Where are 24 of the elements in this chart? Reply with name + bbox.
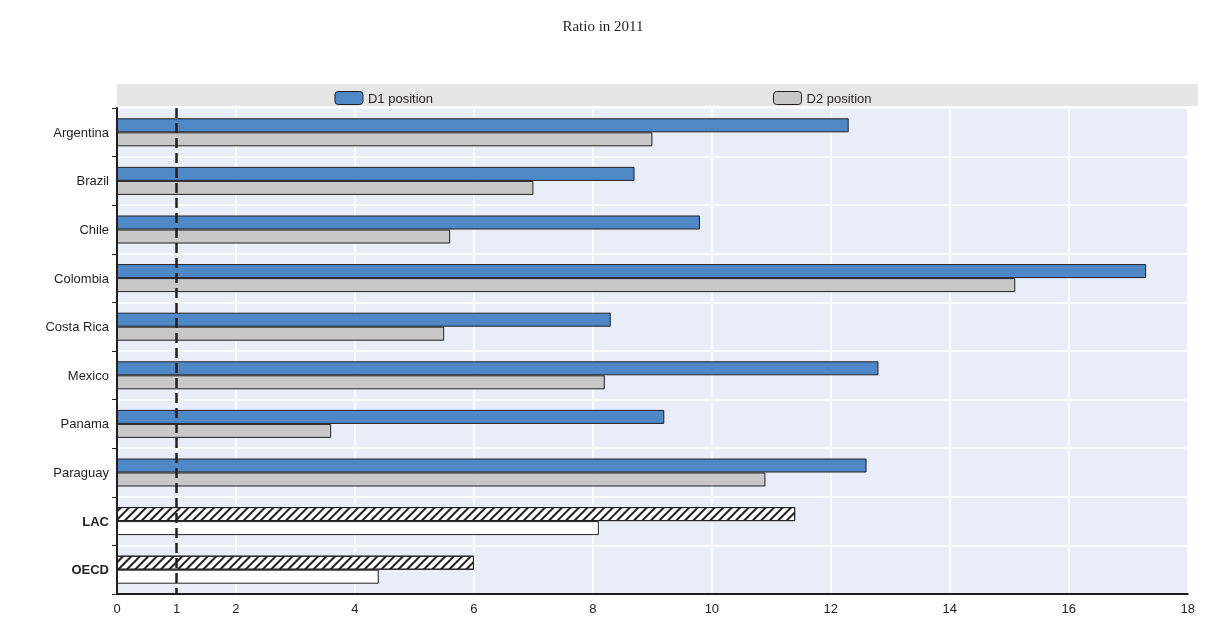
x-tick-label: 18 <box>1180 601 1195 616</box>
x-tick-label: 2 <box>232 601 240 616</box>
x-tick-label: 8 <box>589 601 597 616</box>
y-tick-label: Mexico <box>67 367 109 383</box>
y-tick-label: Colombia <box>54 270 110 286</box>
y-tick-label: Panama <box>60 416 110 432</box>
x-tick-label: 0 <box>113 601 121 616</box>
chart-subtitle: Ratio in 2011 <box>562 17 644 34</box>
x-tick-label: 12 <box>823 601 839 616</box>
legend-label: D1 position <box>367 90 434 106</box>
y-tick-label: Costa Rica <box>45 319 110 335</box>
y-tick-label: Brazil <box>76 173 110 189</box>
y-tick-label: OECD <box>71 562 109 578</box>
x-tick-label: 14 <box>942 601 958 616</box>
x-tick-label: 1 <box>172 601 181 616</box>
x-tick-label: 16 <box>1061 601 1077 616</box>
x-tick-label: 10 <box>704 601 720 616</box>
y-tick-label: LAC <box>82 513 110 529</box>
x-tick-label: 6 <box>470 601 478 616</box>
legend-label: D2 position <box>806 90 872 106</box>
y-tick-label: Chile <box>79 222 109 237</box>
y-tick-label: Paraguay <box>53 465 110 480</box>
y-tick-label: Argentina <box>53 124 110 140</box>
x-tick-label: 4 <box>351 601 359 616</box>
